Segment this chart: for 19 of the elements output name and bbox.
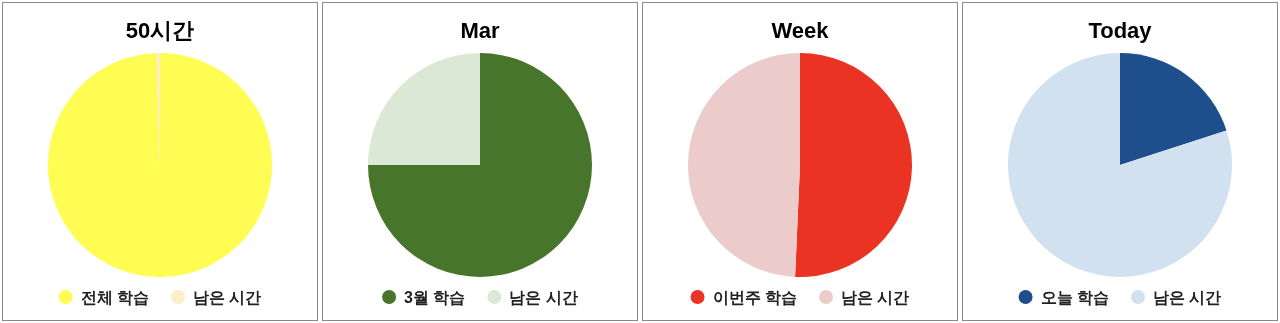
pie-slice	[1008, 53, 1232, 277]
pie-slice	[48, 53, 272, 277]
chart-title: Today	[1088, 18, 1153, 43]
chart-title: Week	[771, 18, 830, 43]
chart-title: Mar	[460, 18, 500, 43]
pie-slice	[368, 53, 592, 277]
chart-title: 50시간	[125, 18, 195, 43]
legend-label: 남은 시간	[193, 289, 262, 306]
pie-slice	[1120, 53, 1227, 165]
pie-slice	[688, 53, 800, 277]
pie-slice	[795, 53, 912, 277]
legend-label: 남은 시간	[509, 289, 578, 306]
legend-label: 이번주 학습	[712, 289, 797, 306]
legend-label: 남은 시간	[841, 289, 910, 306]
legend-label: 3월 학습	[404, 289, 466, 306]
legend-label: 남은 시간	[1153, 289, 1222, 306]
legend-label: 전체 학습	[80, 289, 149, 306]
legend-label: 오늘 학습	[1040, 289, 1109, 306]
pie-slice	[368, 53, 480, 165]
